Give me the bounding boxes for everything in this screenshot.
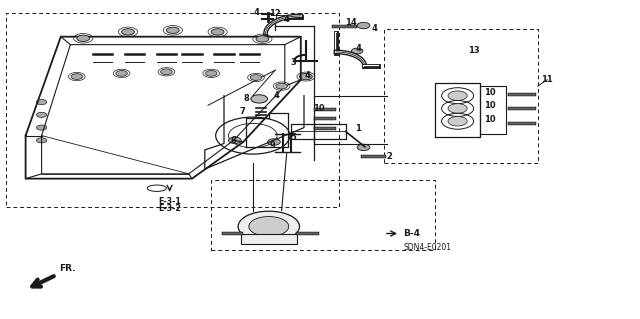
- Circle shape: [351, 48, 363, 54]
- Circle shape: [161, 69, 172, 75]
- Circle shape: [36, 138, 47, 143]
- Circle shape: [211, 29, 224, 35]
- Text: 4: 4: [283, 15, 289, 24]
- Text: 12: 12: [269, 9, 281, 18]
- Text: 2: 2: [386, 152, 392, 161]
- Circle shape: [116, 70, 127, 76]
- Text: 10: 10: [313, 104, 324, 113]
- Text: SDN4-E0201: SDN4-E0201: [403, 243, 451, 252]
- Circle shape: [357, 22, 370, 29]
- Circle shape: [357, 144, 370, 151]
- Text: E-3-1: E-3-1: [158, 197, 181, 206]
- Text: 8: 8: [244, 94, 249, 103]
- Circle shape: [300, 73, 312, 80]
- Text: 13: 13: [468, 46, 479, 55]
- Bar: [6, 13, 339, 207]
- Circle shape: [238, 211, 300, 242]
- Text: 5: 5: [290, 133, 296, 142]
- Circle shape: [256, 36, 269, 42]
- Circle shape: [448, 91, 467, 100]
- Ellipse shape: [147, 185, 166, 191]
- Circle shape: [36, 100, 47, 105]
- Text: 1: 1: [355, 124, 362, 133]
- Bar: [211, 180, 435, 250]
- Circle shape: [276, 83, 287, 89]
- Circle shape: [36, 125, 47, 130]
- Bar: [241, 234, 297, 244]
- Circle shape: [251, 95, 268, 103]
- Text: 4: 4: [273, 91, 280, 100]
- Bar: [384, 29, 538, 163]
- Text: 7: 7: [239, 107, 244, 116]
- Circle shape: [77, 35, 90, 41]
- Text: 14: 14: [345, 18, 356, 27]
- Circle shape: [249, 217, 289, 236]
- Text: 4: 4: [371, 24, 378, 33]
- Text: 11: 11: [541, 75, 553, 84]
- Text: 4: 4: [304, 71, 310, 80]
- Circle shape: [268, 139, 280, 145]
- Text: B-4: B-4: [403, 229, 420, 238]
- Text: 3: 3: [291, 58, 296, 67]
- Text: 9: 9: [269, 141, 275, 150]
- Text: 4: 4: [355, 44, 362, 53]
- Circle shape: [166, 27, 179, 33]
- Circle shape: [228, 137, 241, 144]
- Circle shape: [71, 74, 83, 79]
- Text: 10: 10: [484, 88, 495, 97]
- Circle shape: [205, 70, 217, 76]
- Text: 6: 6: [230, 137, 237, 145]
- Circle shape: [250, 75, 262, 80]
- Circle shape: [122, 29, 134, 35]
- Text: E-3-2: E-3-2: [158, 204, 181, 213]
- Text: FR.: FR.: [60, 264, 76, 273]
- Text: 10: 10: [484, 115, 495, 124]
- Circle shape: [448, 116, 467, 126]
- Circle shape: [448, 104, 467, 113]
- Circle shape: [36, 112, 47, 117]
- Text: 4: 4: [253, 8, 259, 17]
- Text: 10: 10: [484, 101, 495, 110]
